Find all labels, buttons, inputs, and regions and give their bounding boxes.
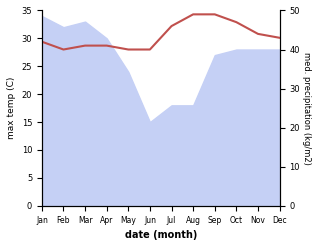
X-axis label: date (month): date (month) <box>125 230 197 240</box>
Y-axis label: max temp (C): max temp (C) <box>7 77 16 139</box>
Y-axis label: med. precipitation (kg/m2): med. precipitation (kg/m2) <box>302 52 311 165</box>
